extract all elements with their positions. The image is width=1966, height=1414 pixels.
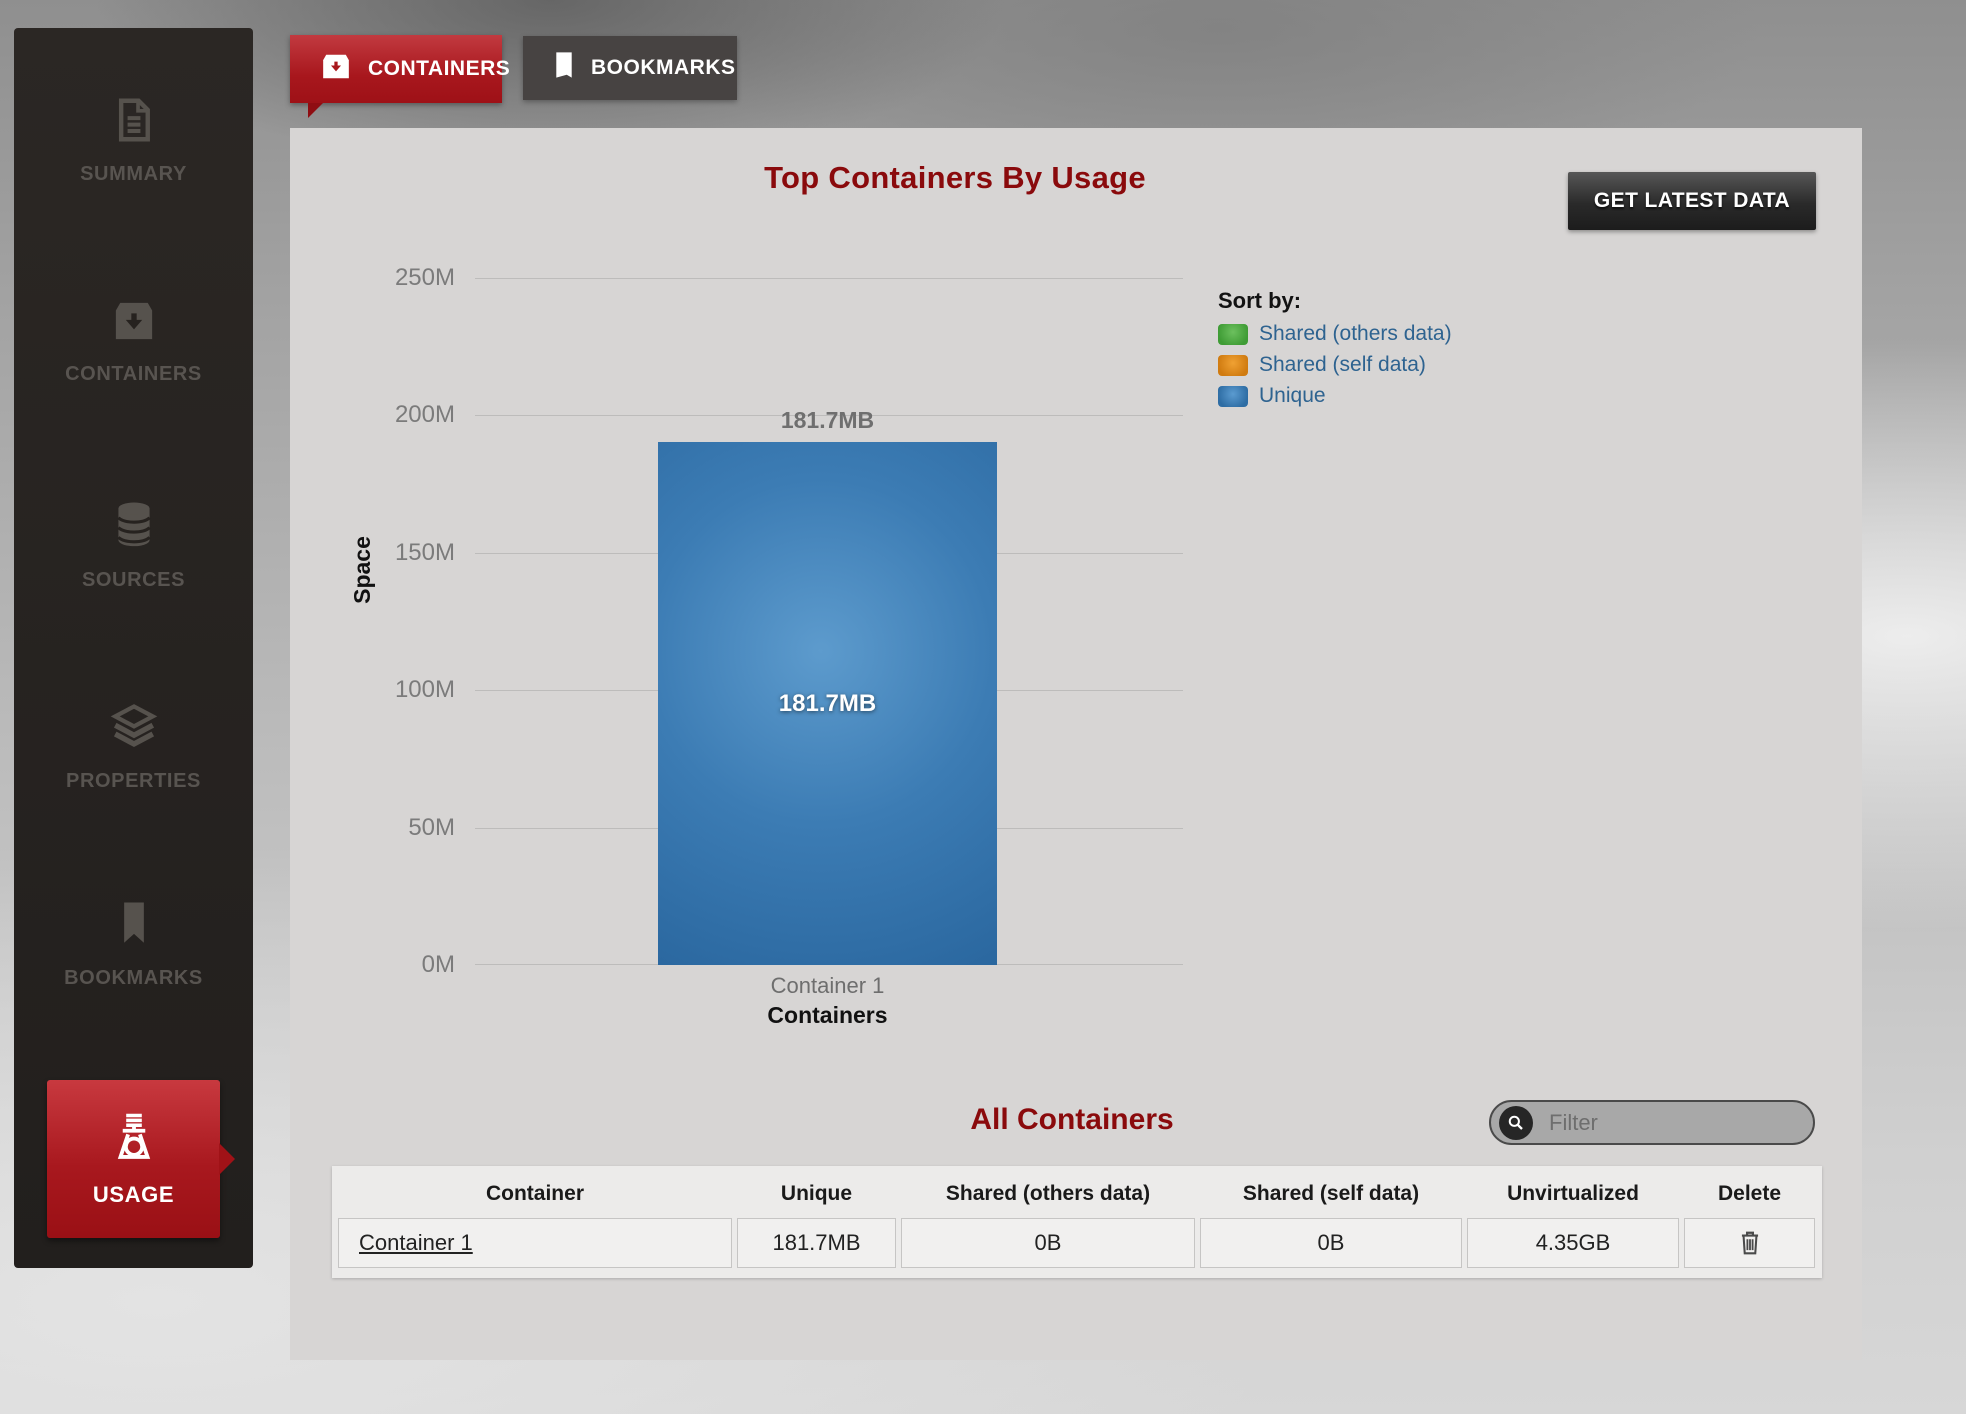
sidebar-item-label: SOURCES [81,569,186,591]
sidebar-item-label: BOOKMARKS [64,967,203,989]
legend-label: Shared (others data) [1259,322,1452,345]
y-tick: 150M [394,538,455,566]
all-containers-title: All Containers [970,1103,1174,1136]
chart-title: Top Containers By Usage [764,160,1146,195]
x-axis-title: Containers [767,1002,888,1028]
cell-unvirtualized: 4.35GB [1467,1218,1679,1268]
legend-entry-shared-self[interactable]: Shared (self data) [1218,353,1452,377]
table-row: Container 1 181.7MB 0B 0B 4.35GB [338,1216,1816,1268]
bar-chart-plot: 250M 200M 150M 100M 50M 0M 181.7MB 181.7… [395,264,1183,978]
delete-container-button[interactable] [1737,1228,1763,1259]
tab-label: BOOKMARKS [591,56,736,79]
usage-panel: Top Containers By Usage GET LATEST DATA … [290,128,1862,1360]
cell-shared-self: 0B [1200,1218,1462,1268]
col-header-delete: Delete [1717,1182,1782,1205]
blue-swatch-icon [1218,385,1248,407]
y-tick: 250M [394,264,455,291]
sidebar-item-bookmarks[interactable]: BOOKMARKS [14,900,253,990]
x-tick-container-1: Container 1 [770,973,885,998]
gridline [475,278,1183,279]
sidebar-item-usage[interactable]: USAGE [47,1080,235,1238]
tab-label: CONTAINERS [368,57,511,80]
legend-title: Sort by: [1218,288,1302,313]
green-swatch-icon [1218,323,1248,345]
document-icon [14,98,253,147]
sidebar: SUMMARY CONTAINERS SOURCES PROPERTIES BO [14,28,253,1268]
legend-label: Unique [1259,384,1326,407]
filter-box [1489,1100,1837,1145]
cell-container: Container 1 [338,1218,732,1268]
trash-icon [1737,1228,1763,1259]
cell-shared-others: 0B [901,1218,1195,1268]
cell-unique: 181.7MB [737,1218,896,1268]
y-axis-title: Space [349,536,375,604]
table-header-row: Container Unique Shared (others data) Sh… [338,1172,1816,1216]
get-latest-data-button[interactable]: GET LATEST DATA [1568,172,1816,230]
sidebar-item-label: CONTAINERS [65,363,202,385]
col-header-unvirtualized: Unvirtualized [1507,1182,1639,1205]
tab-bookmarks[interactable]: BOOKMARKS [523,36,737,100]
col-header-shared-others: Shared (others data) [945,1182,1151,1205]
container-link[interactable]: Container 1 [359,1230,473,1255]
legend-entry-shared-others[interactable]: Shared (others data) [1218,322,1452,346]
filter-input[interactable] [1549,1109,1837,1136]
layers-icon [14,703,253,754]
bookmark-icon [14,900,253,951]
legend-entry-unique[interactable]: Unique [1218,384,1452,408]
chart-legend: Sort by: Shared (others data) Shared (se… [1218,288,1452,415]
bookmark-icon [553,50,575,86]
col-header-unique: Unique [780,1182,853,1205]
sidebar-item-containers[interactable]: CONTAINERS [14,300,253,386]
y-tick: 50M [408,813,455,841]
tab-containers[interactable]: CONTAINERS [290,35,510,118]
bar-value-label: 181.7MB [780,406,875,433]
gridline [475,415,1183,417]
cell-delete [1684,1218,1815,1268]
search-icon [1499,1105,1533,1140]
scale-icon [108,1111,160,1168]
y-tick: 0M [421,951,455,978]
archive-icon [14,300,253,347]
col-header-container: Container [485,1182,584,1205]
sidebar-item-label: PROPERTIES [66,770,201,792]
containers-table: Container Unique Shared (others data) Sh… [332,1166,1822,1278]
y-tick: 200M [394,401,455,429]
sidebar-item-sources[interactable]: SOURCES [14,500,253,592]
bar-inner-label: 181.7MB [778,690,877,718]
orange-swatch-icon [1218,354,1248,376]
y-tick: 100M [394,676,455,704]
sidebar-item-properties[interactable]: PROPERTIES [14,703,253,793]
usage-bar[interactable] [658,441,997,965]
sidebar-item-label: SUMMARY [80,163,187,185]
container-box-icon [320,52,352,86]
sidebar-item-summary[interactable]: SUMMARY [14,98,253,186]
database-icon [14,500,253,553]
col-header-shared-self: Shared (self data) [1242,1182,1420,1205]
sidebar-item-label: USAGE [92,1181,175,1207]
legend-label: Shared (self data) [1259,353,1426,376]
